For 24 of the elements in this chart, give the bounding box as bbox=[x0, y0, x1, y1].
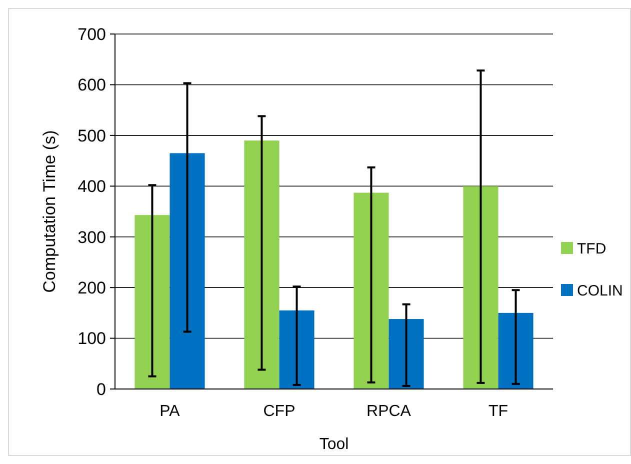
bar bbox=[463, 186, 498, 389]
x-tick-label: TF bbox=[488, 403, 508, 420]
y-tick-label: 300 bbox=[78, 228, 106, 247]
bar bbox=[354, 192, 389, 389]
y-tick-label: 400 bbox=[78, 177, 106, 196]
bar bbox=[498, 312, 534, 389]
x-tick-label: PA bbox=[160, 403, 180, 420]
bar bbox=[279, 310, 314, 389]
x-tick-label: RPCA bbox=[366, 403, 412, 420]
x-axis-title: Tool bbox=[319, 436, 349, 453]
bar bbox=[244, 140, 280, 389]
y-tick-label: 700 bbox=[78, 24, 106, 44]
x-tick-label: CFP bbox=[263, 403, 296, 420]
legend-label: COLIN bbox=[577, 282, 623, 300]
bar bbox=[388, 319, 424, 389]
y-axis-title: Computation Time (s) bbox=[40, 130, 59, 293]
y-tick-label: 600 bbox=[78, 76, 106, 95]
bar bbox=[170, 153, 205, 389]
bar bbox=[134, 215, 170, 389]
y-tick-label: 0 bbox=[96, 380, 106, 399]
y-tick-label: 500 bbox=[78, 126, 106, 146]
y-tick-label: 200 bbox=[78, 278, 106, 298]
y-tick-label: 100 bbox=[78, 329, 106, 348]
legend-label: TFD bbox=[577, 240, 606, 258]
